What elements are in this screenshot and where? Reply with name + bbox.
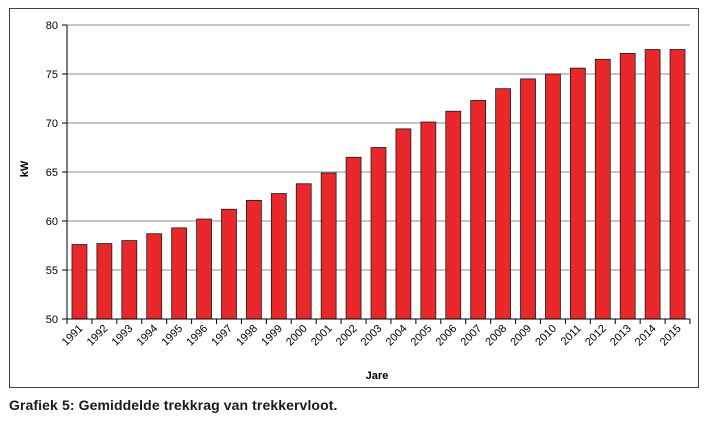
bar (594, 58, 611, 320)
x-tick-label: 1995 (159, 323, 185, 349)
x-tick-label: 1992 (85, 323, 111, 349)
x-tick-label: 2004 (384, 323, 410, 349)
bar (295, 183, 312, 320)
x-tick-label: 1997 (209, 323, 235, 349)
bar (270, 193, 287, 320)
chart-frame: 50 55 60 65 70 75 80 1991 1992 1993 1994 1995 1996 1… (9, 8, 699, 388)
bar (370, 147, 387, 320)
x-tick-label: 2010 (533, 323, 559, 349)
bar (71, 244, 88, 320)
bar (569, 67, 586, 320)
y-tick-label: 60 (46, 216, 58, 228)
bar (644, 49, 661, 320)
x-axis-label: Jare (366, 370, 389, 382)
x-tick-label: 1996 (184, 323, 210, 349)
x-tick-label: 2009 (508, 323, 534, 349)
bar (221, 208, 237, 320)
x-tick-label: 1998 (234, 323, 260, 349)
y-tick-label: 55 (46, 265, 58, 277)
x-tick-label: 1994 (135, 323, 161, 349)
x-tick-label: 2011 (559, 323, 584, 348)
x-tick-label: 2014 (633, 323, 659, 349)
x-tick-label: 2015 (658, 323, 684, 349)
bar (246, 200, 262, 320)
bar (669, 49, 686, 320)
bar (495, 88, 511, 320)
x-tick-label: 1993 (110, 323, 136, 349)
bars (71, 49, 686, 320)
x-tick-label: 2002 (334, 323, 360, 349)
y-tick-label: 75 (46, 69, 58, 81)
bar (196, 218, 212, 320)
y-tick-label: 50 (46, 314, 58, 326)
x-tick-label: 1991 (60, 323, 86, 349)
bar (445, 110, 462, 320)
bar (345, 156, 362, 320)
y-tick-label: 80 (46, 20, 58, 32)
x-tick-label: 2007 (459, 323, 485, 349)
x-tick-label: 2001 (309, 323, 335, 349)
x-tick-label: 1999 (259, 323, 285, 349)
bar (171, 227, 188, 320)
x-tick-label: 2008 (483, 323, 509, 349)
x-tick-label: 2000 (284, 323, 310, 349)
bar (121, 240, 138, 320)
bar (96, 243, 113, 320)
x-tick-labels: 1991 1992 1993 1994 1995 1996 1997 1998 1999 2000… (60, 319, 691, 349)
bar (470, 100, 487, 320)
x-tick-label: 2006 (434, 323, 460, 349)
bar (545, 73, 561, 320)
x-tick-label: 2013 (608, 323, 634, 349)
y-tick-label: 70 (46, 118, 58, 130)
bar (619, 53, 636, 320)
y-axis-label: kW (19, 160, 31, 177)
bar (395, 128, 412, 320)
x-tick-label: 2003 (359, 323, 385, 349)
bar (520, 78, 536, 320)
y-tick-labels: 50 55 60 65 70 75 80 (46, 20, 67, 326)
y-tick-label: 65 (46, 167, 58, 179)
figure-caption: Grafiek 5: Gemiddelde trekkrag van trekk… (9, 397, 338, 413)
x-tick-label: 2005 (409, 323, 435, 349)
bar (146, 233, 163, 320)
bar (420, 121, 437, 320)
x-tick-label: 2012 (583, 323, 609, 349)
bar (320, 172, 337, 320)
